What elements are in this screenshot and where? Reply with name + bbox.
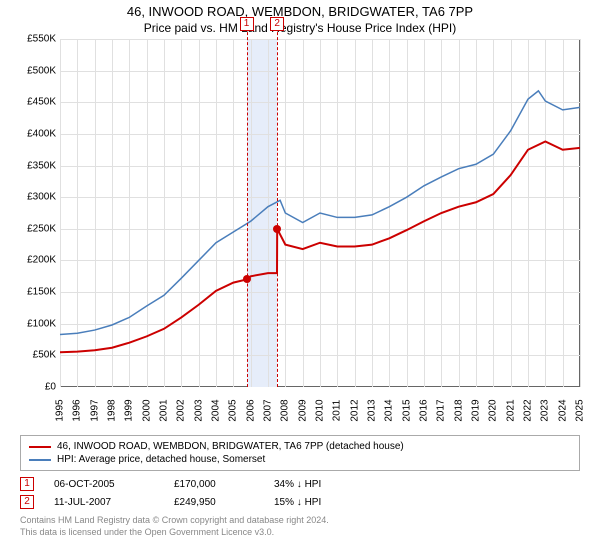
x-tick-label: 2001	[159, 399, 170, 421]
x-tick-label: 2024	[557, 399, 568, 421]
x-tick-label: 2019	[471, 399, 482, 421]
series-svg	[10, 39, 580, 387]
x-tick-label: 2016	[419, 399, 430, 421]
x-tick-label: 2012	[349, 399, 360, 421]
legend: 46, INWOOD ROAD, WEMBDON, BRIDGWATER, TA…	[20, 435, 580, 471]
series-price_paid	[60, 142, 580, 353]
x-tick-label: 2008	[280, 399, 291, 421]
legend-label: 46, INWOOD ROAD, WEMBDON, BRIDGWATER, TA…	[57, 441, 404, 452]
footer-line2: This data is licensed under the Open Gov…	[20, 527, 580, 539]
sale-price: £170,000	[174, 479, 254, 490]
sale-price: £249,950	[174, 497, 254, 508]
x-tick-label: 2017	[436, 399, 447, 421]
x-tick-label: 2002	[176, 399, 187, 421]
x-tick-label: 2000	[141, 399, 152, 421]
legend-label: HPI: Average price, detached house, Some…	[57, 454, 265, 465]
x-tick-label: 2011	[332, 400, 343, 422]
x-tick-label: 2010	[315, 399, 326, 421]
x-tick-label: 2003	[193, 399, 204, 421]
x-tick-label: 1998	[107, 399, 118, 421]
event-marker: 2	[270, 17, 284, 31]
x-tick-label: 2015	[401, 399, 412, 421]
chart-area: £0£50K£100K£150K£200K£250K£300K£350K£400…	[10, 39, 590, 429]
sale-diff: 34% ↓ HPI	[274, 479, 374, 490]
x-tick-label: 2014	[384, 399, 395, 421]
event-line	[277, 17, 278, 387]
sale-row: 1 06-OCT-2005 £170,000 34% ↓ HPI	[20, 475, 580, 493]
sale-date: 06-OCT-2005	[54, 479, 154, 490]
x-tick-label: 1999	[124, 399, 135, 421]
event-marker: 1	[240, 17, 254, 31]
x-tick-label: 1995	[55, 399, 66, 421]
x-tick-label: 2005	[228, 399, 239, 421]
x-tick-label: 2004	[211, 399, 222, 421]
footer-line1: Contains HM Land Registry data © Crown c…	[20, 515, 580, 527]
footer: Contains HM Land Registry data © Crown c…	[20, 515, 580, 538]
sale-id-box: 1	[20, 477, 34, 491]
sale-point	[243, 275, 251, 283]
x-tick-label: 2018	[453, 399, 464, 421]
chart-subtitle: Price paid vs. HM Land Registry's House …	[0, 19, 600, 39]
x-tick-label: 2009	[297, 399, 308, 421]
sale-date: 11-JUL-2007	[54, 497, 154, 508]
sale-diff: 15% ↓ HPI	[274, 497, 374, 508]
x-tick-label: 2022	[523, 399, 534, 421]
x-tick-label: 2013	[367, 399, 378, 421]
chart-title: 46, INWOOD ROAD, WEMBDON, BRIDGWATER, TA…	[0, 0, 600, 19]
sales-table: 1 06-OCT-2005 £170,000 34% ↓ HPI 2 11-JUL-200…	[20, 475, 580, 511]
x-tick-label: 2021	[505, 399, 516, 421]
x-tick-label: 2025	[575, 399, 586, 421]
legend-item: HPI: Average price, detached house, Some…	[29, 453, 571, 466]
x-tick-label: 1997	[89, 399, 100, 421]
event-line	[247, 17, 248, 387]
legend-item: 46, INWOOD ROAD, WEMBDON, BRIDGWATER, TA…	[29, 440, 571, 453]
sale-row: 2 11-JUL-2007 £249,950 15% ↓ HPI	[20, 493, 580, 511]
x-tick-label: 2023	[540, 399, 551, 421]
x-tick-label: 2006	[245, 399, 256, 421]
sale-id-box: 2	[20, 495, 34, 509]
x-tick-label: 2020	[488, 399, 499, 421]
gridline-v	[580, 39, 581, 387]
x-axis-labels: 1995199619971998199920002001200220032004…	[10, 405, 590, 435]
x-tick-label: 1996	[72, 399, 83, 421]
legend-swatch	[29, 459, 51, 461]
sale-point	[273, 225, 281, 233]
series-hpi	[60, 91, 580, 335]
legend-swatch	[29, 446, 51, 448]
x-tick-label: 2007	[263, 399, 274, 421]
